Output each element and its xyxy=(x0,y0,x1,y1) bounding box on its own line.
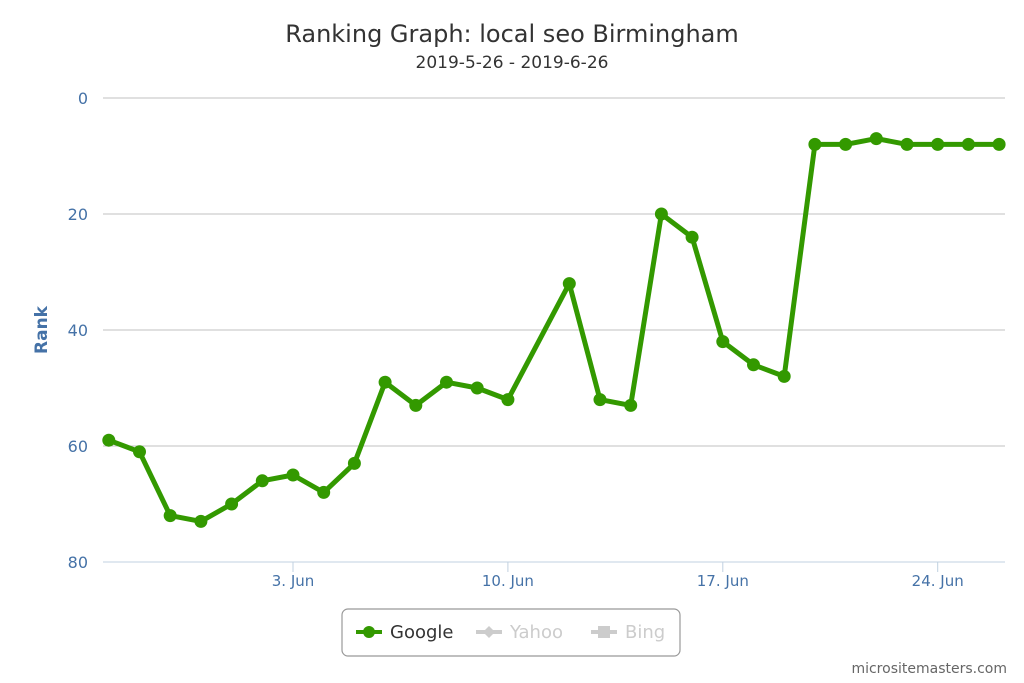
data-point[interactable] xyxy=(685,230,699,244)
data-point[interactable] xyxy=(470,381,484,395)
data-point[interactable] xyxy=(440,375,453,389)
legend-item-yahoo[interactable]: Yahoo xyxy=(476,622,563,643)
legend-yahoo-diamond-icon xyxy=(483,626,495,638)
data-point[interactable] xyxy=(992,137,1006,151)
data-point[interactable] xyxy=(378,375,392,389)
data-point[interactable] xyxy=(808,137,822,151)
legend-google-marker-icon xyxy=(363,626,375,638)
data-point[interactable] xyxy=(869,132,883,146)
data-point[interactable] xyxy=(716,335,730,349)
data-point[interactable] xyxy=(255,474,269,488)
data-point[interactable] xyxy=(347,456,361,470)
y-tick-label: 40 xyxy=(68,321,88,340)
legend-google-label: Google xyxy=(390,622,453,643)
legend: Google Yahoo Bing xyxy=(341,608,681,657)
legend-item-google[interactable]: Google xyxy=(356,622,453,643)
data-point[interactable] xyxy=(133,445,146,459)
data-point[interactable] xyxy=(900,137,914,151)
legend-bing-label: Bing xyxy=(625,622,665,643)
legend-yahoo-label: Yahoo xyxy=(509,622,563,643)
chart-subtitle: 2019-5-26 - 2019-6-26 xyxy=(416,53,609,73)
x-tick-label: 24. Jun xyxy=(912,572,964,590)
legend-item-bing[interactable]: Bing xyxy=(591,622,665,643)
data-point[interactable] xyxy=(501,393,515,407)
data-point[interactable] xyxy=(593,393,607,407)
data-point[interactable] xyxy=(194,514,208,528)
x-tick-label: 3. Jun xyxy=(272,572,315,590)
data-point[interactable] xyxy=(562,277,576,291)
data-point[interactable] xyxy=(624,398,638,412)
x-tick-label: 10. Jun xyxy=(482,572,534,590)
data-point[interactable] xyxy=(102,433,116,447)
y-tick-label: 80 xyxy=(68,553,88,572)
y-tick-label: 0 xyxy=(78,89,88,108)
y-axis-label: Rank xyxy=(32,305,52,354)
data-point[interactable] xyxy=(163,509,177,523)
data-point[interactable] xyxy=(409,398,423,412)
credit-link[interactable]: micrositemasters.com xyxy=(851,661,1007,677)
x-tick-label: 17. Jun xyxy=(697,572,749,590)
data-point[interactable] xyxy=(839,137,853,151)
data-point[interactable] xyxy=(747,358,760,372)
y-tick-label: 60 xyxy=(68,437,88,456)
data-point[interactable] xyxy=(225,497,239,511)
data-point[interactable] xyxy=(777,369,791,383)
data-point[interactable] xyxy=(317,485,331,499)
data-point[interactable] xyxy=(654,207,668,221)
data-point[interactable] xyxy=(286,468,300,482)
legend-bing-square-icon xyxy=(598,626,610,638)
data-point[interactable] xyxy=(961,137,975,151)
y-tick-label: 20 xyxy=(68,205,88,224)
chart-title: Ranking Graph: local seo Birmingham xyxy=(285,20,739,48)
data-point[interactable] xyxy=(931,137,945,151)
